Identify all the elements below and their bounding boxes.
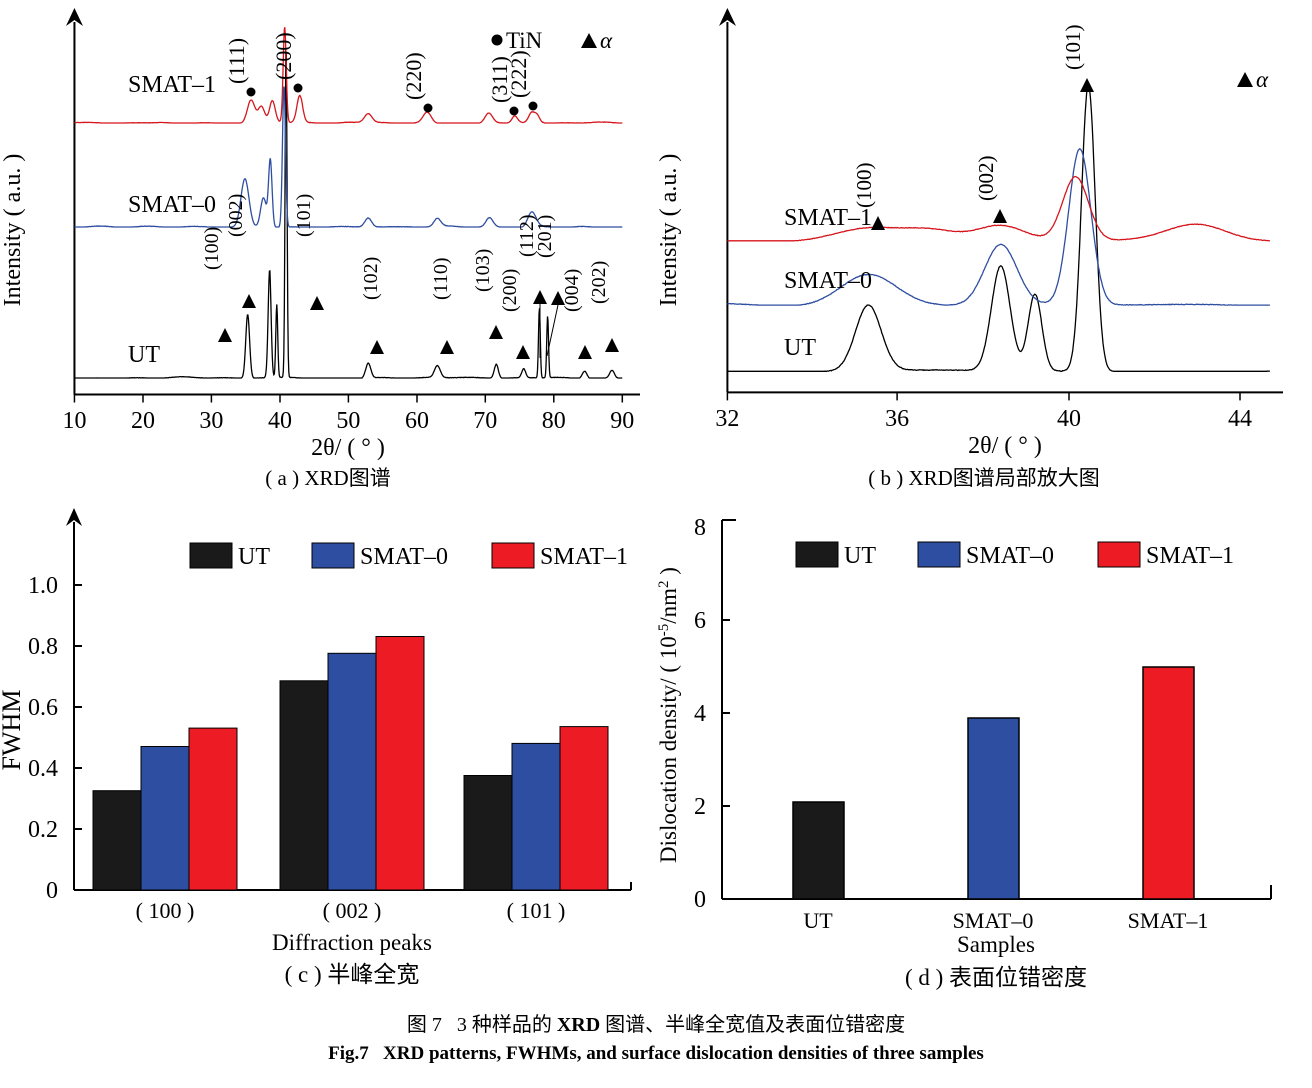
svg-text:10: 10	[62, 408, 86, 434]
svg-text:( 100 ): ( 100 )	[136, 898, 195, 923]
svg-text:(111): (111)	[224, 38, 249, 84]
svg-text:40: 40	[1057, 406, 1081, 432]
svg-text:6: 6	[694, 608, 706, 634]
svg-text:30: 30	[199, 408, 223, 434]
svg-text:(101): (101)	[1061, 25, 1085, 71]
svg-text:(100): (100)	[852, 163, 876, 209]
svg-text:0.4: 0.4	[28, 756, 58, 782]
svg-text:( d ) 表面位错密度: ( d ) 表面位错密度	[905, 965, 1087, 990]
svg-text:70: 70	[473, 408, 497, 434]
svg-text:SMAT–0: SMAT–0	[953, 908, 1034, 933]
svg-text:50: 50	[336, 408, 360, 434]
svg-text:UT: UT	[128, 342, 160, 368]
svg-text:36: 36	[885, 406, 909, 432]
svg-text:Samples: Samples	[957, 932, 1035, 957]
svg-text:0.8: 0.8	[28, 634, 58, 660]
svg-text:(101): (101)	[293, 194, 315, 237]
svg-text:FWHM: FWHM	[0, 690, 26, 771]
svg-text:( 101 ): ( 101 )	[507, 898, 566, 923]
svg-text:(220): (220)	[401, 52, 426, 100]
svg-text:SMAT–0: SMAT–0	[966, 543, 1054, 569]
svg-text:SMAT–0: SMAT–0	[784, 268, 872, 294]
svg-text:(002): (002)	[225, 194, 247, 237]
svg-text:α: α	[600, 28, 613, 53]
svg-text:0.2: 0.2	[28, 817, 58, 843]
svg-text:TiN: TiN	[506, 28, 543, 53]
svg-text:SMAT–1: SMAT–1	[540, 544, 628, 570]
svg-text:Intensity ( a.u. ): Intensity ( a.u. )	[656, 154, 682, 307]
svg-text:UT: UT	[784, 335, 816, 361]
svg-text:1.0: 1.0	[28, 573, 58, 599]
svg-text:2: 2	[694, 794, 706, 820]
svg-text:0: 0	[694, 887, 706, 913]
svg-text:(102): (102)	[360, 257, 382, 300]
svg-text:SMAT–1: SMAT–1	[1128, 908, 1209, 933]
svg-text:Dislocation density/ ( 10-5/nm: Dislocation density/ ( 10-5/nm2 )	[656, 567, 681, 863]
svg-text:SMAT–1: SMAT–1	[128, 72, 216, 98]
svg-text:(201): (201)	[534, 215, 556, 258]
svg-text:8: 8	[694, 515, 706, 541]
svg-text:SMAT–1: SMAT–1	[1146, 543, 1234, 569]
svg-text:44: 44	[1228, 406, 1252, 432]
svg-text:SMAT–0: SMAT–0	[128, 192, 216, 218]
svg-text:80: 80	[542, 408, 566, 434]
svg-text:α: α	[1256, 67, 1269, 92]
svg-text:4: 4	[694, 701, 706, 727]
svg-text:UT: UT	[238, 544, 270, 570]
svg-text:UT: UT	[803, 908, 833, 933]
svg-text:SMAT–0: SMAT–0	[360, 544, 448, 570]
svg-text:(200): (200)	[271, 32, 296, 80]
svg-text:(222): (222)	[506, 50, 531, 98]
svg-text:( c ) 半峰全宽: ( c ) 半峰全宽	[285, 962, 420, 987]
svg-text:2θ/ ( ° ): 2θ/ ( ° )	[311, 435, 385, 460]
svg-text:40: 40	[268, 408, 292, 434]
svg-text:0.6: 0.6	[28, 695, 58, 721]
svg-text:(200): (200)	[499, 269, 521, 312]
svg-text:32: 32	[715, 406, 739, 432]
svg-text:Diffraction peaks: Diffraction peaks	[272, 930, 432, 955]
svg-text:UT: UT	[844, 543, 876, 569]
svg-text:(202): (202)	[588, 261, 610, 304]
svg-text:20: 20	[131, 408, 155, 434]
svg-text:( 002 ): ( 002 )	[323, 898, 382, 923]
svg-text:(002): (002)	[974, 156, 998, 202]
svg-text:0: 0	[46, 878, 58, 904]
svg-text:90: 90	[610, 408, 634, 434]
svg-text:Intensity ( a.u. ): Intensity ( a.u. )	[0, 154, 26, 307]
svg-text:(103): (103)	[472, 249, 494, 292]
svg-text:(004): (004)	[561, 269, 583, 312]
svg-text:(100): (100)	[201, 227, 223, 270]
svg-text:(110): (110)	[430, 257, 452, 300]
svg-text:60: 60	[405, 408, 429, 434]
svg-text:2θ/ ( ° ): 2θ/ ( ° )	[968, 433, 1042, 459]
